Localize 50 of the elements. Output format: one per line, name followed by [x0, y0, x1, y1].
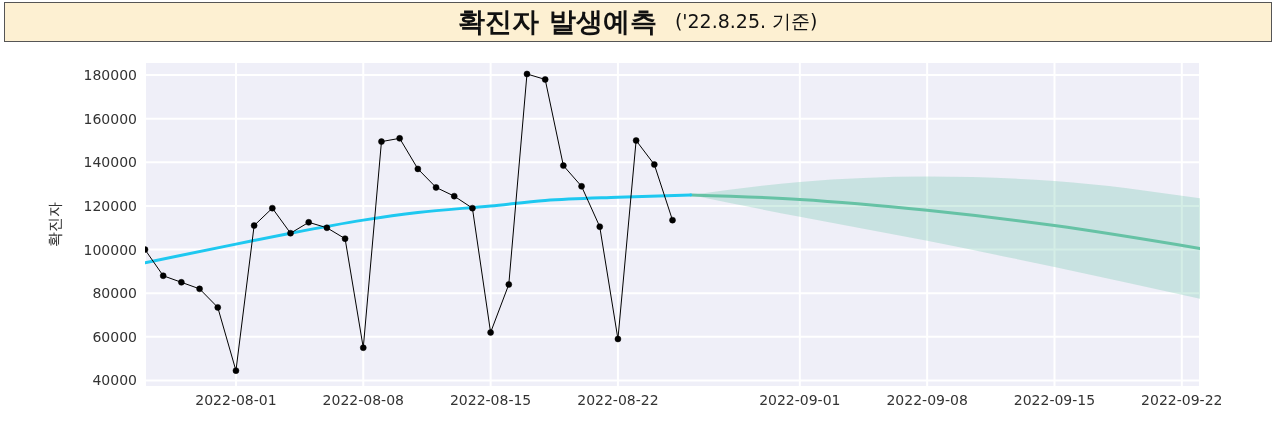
y-tick-label: 160000	[83, 110, 137, 127]
point	[523, 70, 531, 78]
point	[250, 222, 258, 229]
point	[505, 281, 513, 288]
point	[651, 161, 658, 168]
x-tick-label: 2022-08-01	[195, 391, 277, 408]
line-series	[689, 193, 1200, 250]
point	[378, 138, 385, 145]
point	[578, 183, 585, 190]
x-tick-label: 2022-09-22	[1141, 391, 1223, 408]
point	[414, 165, 422, 173]
point	[196, 285, 203, 293]
point	[560, 162, 567, 169]
point	[614, 335, 622, 343]
point	[287, 229, 294, 237]
point	[450, 192, 458, 200]
x-tick-label: 2022-09-15	[1013, 391, 1096, 408]
point	[396, 135, 403, 142]
point	[596, 223, 603, 230]
chart-subtitle: ('22.8.25. 기준)	[674, 9, 818, 34]
point	[487, 329, 494, 336]
point	[432, 184, 440, 191]
point	[232, 367, 240, 374]
y-tick-label: 100000	[83, 241, 137, 258]
y-tick-label: 40000	[92, 372, 137, 389]
x-tick-label: 2022-08-22	[577, 391, 659, 408]
point	[178, 279, 185, 286]
y-tick-label: 120000	[83, 197, 137, 214]
point	[269, 204, 276, 212]
point	[360, 344, 367, 351]
y-axis-title: 확진자	[46, 202, 65, 247]
y-tick-label: 60000	[92, 328, 137, 345]
point	[323, 224, 331, 232]
point	[305, 219, 312, 226]
point	[669, 216, 676, 224]
y-tick-label: 180000	[83, 67, 137, 84]
point	[341, 235, 349, 242]
chart-title: 확진자 발생예측	[458, 5, 657, 39]
point	[632, 137, 640, 144]
point	[214, 304, 222, 311]
point	[469, 204, 476, 212]
point	[541, 76, 549, 83]
line-series	[145, 193, 693, 265]
x-tick-label: 2022-08-08	[322, 391, 404, 408]
x-tick-label: 2022-09-01	[759, 391, 841, 408]
y-tick-label: 140000	[83, 154, 137, 171]
point	[159, 272, 167, 280]
y-tick-label: 80000	[92, 285, 137, 302]
x-tick-label: 2022-09-08	[886, 391, 968, 408]
x-tick-label: 2022-08-15	[449, 391, 532, 408]
